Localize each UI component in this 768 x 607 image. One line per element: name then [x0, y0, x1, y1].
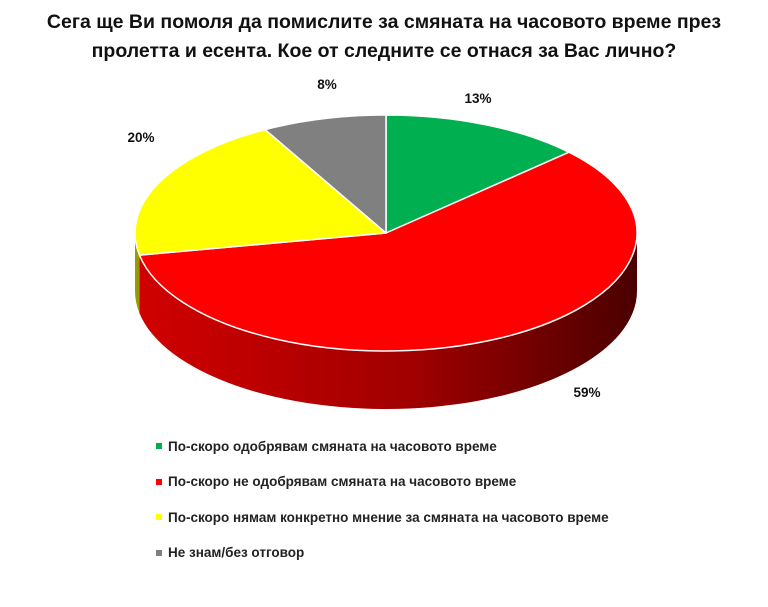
data-label-disapprove: 59% [573, 385, 600, 400]
legend-item-dont-know: Не знам/без отговор [156, 544, 609, 562]
pie-slice-disapprove [138, 151, 638, 352]
legend-swatch-disapprove [156, 478, 162, 485]
data-label-dont-know: 8% [317, 77, 337, 92]
data-label-no-opinion: 20% [127, 130, 154, 145]
legend-label-dont-know: Не знам/без отговор [168, 545, 305, 560]
legend-swatch-dont-know [156, 549, 162, 556]
pie-labels: 13% 59% 20% 8% [127, 77, 600, 400]
chart-title-line-2: пролетта и есента. Кое от следните се от… [91, 40, 677, 62]
pie-slice-dont-know [264, 114, 387, 234]
chart-title: Сега ще Ви помоля да помислите за смянат… [0, 8, 768, 66]
legend-item-disapprove: По-скоро не одобрявам смяната на часовот… [156, 473, 609, 491]
legend-swatch-approve [156, 443, 162, 449]
data-label-approve: 13% [464, 91, 491, 106]
legend-label-disapprove: По-скоро не одобрявам смяната на часовот… [168, 474, 517, 489]
pie-slice-approve [385, 114, 570, 234]
legend-item-approve: По-скоро одобрявам смяната на часовото в… [156, 437, 609, 455]
chart-title-line-1: Сега ще Ви помоля да помислите за смянат… [46, 11, 722, 33]
pie-side-disapprove [139, 233, 637, 409]
legend-label-approve: По-скоро одобрявам смяната на часовото в… [168, 438, 497, 454]
legend-item-no-opinion: По-скоро нямам конкретно мнение за смяна… [156, 508, 609, 526]
pie-slice-no-opinion [134, 128, 387, 256]
legend-swatch-no-opinion [156, 514, 162, 520]
pie-top [134, 114, 638, 352]
legend: По-скоро одобрявам смяната на часовото в… [156, 437, 609, 579]
legend-label-no-opinion: По-скоро нямам конкретно мнение за смяна… [168, 509, 609, 525]
